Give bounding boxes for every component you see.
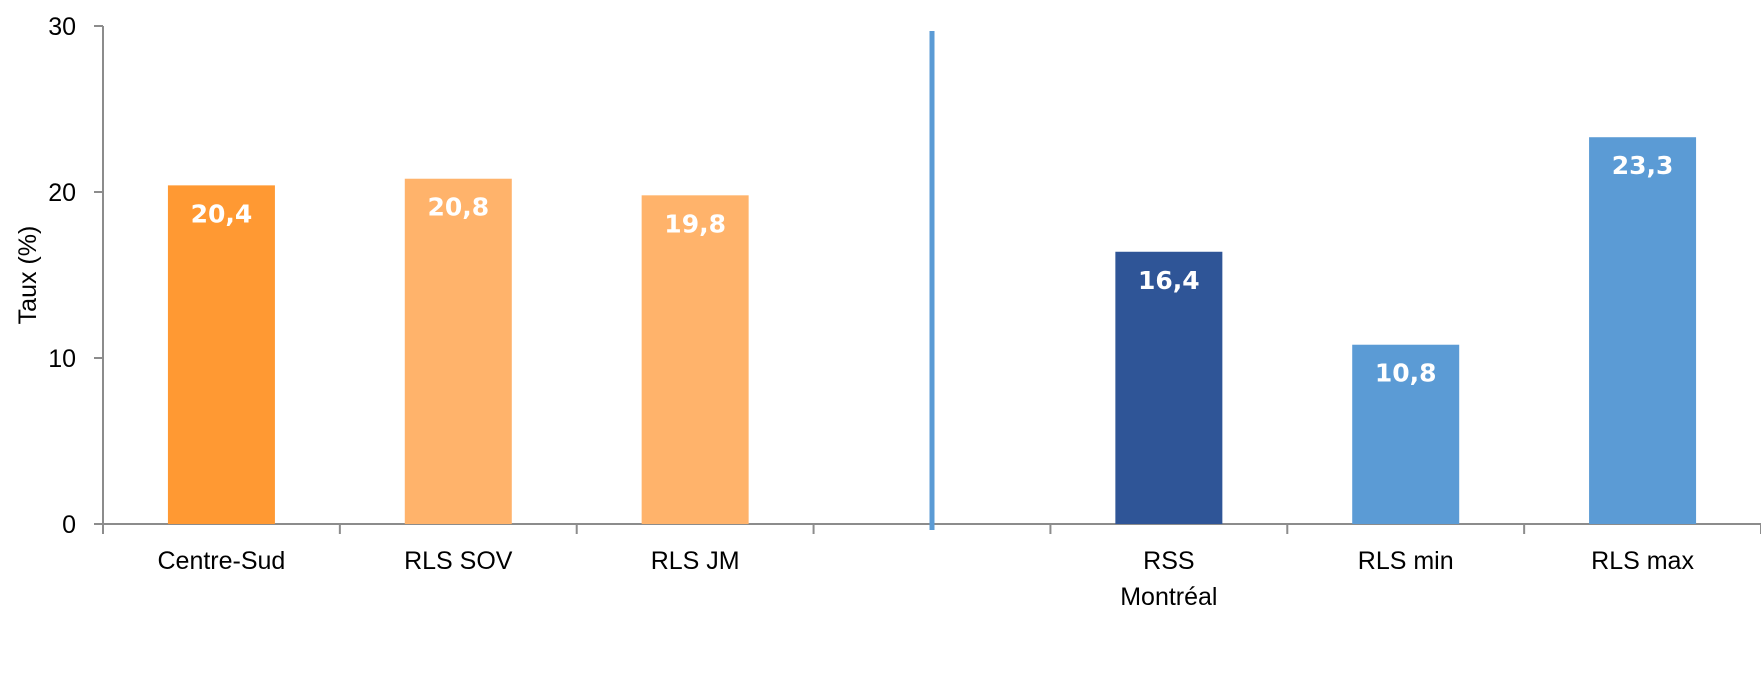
bar-value-label: 19,8 (664, 209, 726, 238)
x-category-label: Centre-Sud (157, 547, 285, 575)
bar-value-label: 10,8 (1375, 359, 1437, 388)
y-tick-label: 30 (48, 13, 76, 41)
bar-value-label: 20,8 (427, 193, 489, 222)
y-tick-label: 10 (48, 345, 76, 373)
chart-marks: 0 10 20 30 20,4 Centre-Sud 20,8 RLS SOV 19,8 RLS … (48, 13, 1761, 611)
y-tick-label: 0 (62, 511, 76, 539)
x-category-label: Montréal (1120, 583, 1217, 611)
bar-value-label: 20,4 (191, 199, 253, 228)
bar-value-label: 23,3 (1612, 151, 1674, 180)
x-category-label: RLS JM (651, 547, 740, 575)
bar (404, 178, 512, 524)
y-axis-title: Taux (%) (14, 226, 42, 325)
bar (1589, 137, 1697, 524)
bar-value-label: 16,4 (1138, 266, 1200, 295)
bar (1115, 251, 1223, 524)
bar (641, 195, 749, 524)
x-category-label: RLS SOV (404, 547, 513, 575)
bar (1352, 344, 1460, 524)
bar (167, 185, 275, 525)
x-category-label: RSS (1143, 547, 1194, 575)
x-category-label: RLS max (1591, 547, 1694, 575)
x-category-label: RLS min (1358, 547, 1454, 575)
y-tick-label: 20 (48, 179, 76, 207)
